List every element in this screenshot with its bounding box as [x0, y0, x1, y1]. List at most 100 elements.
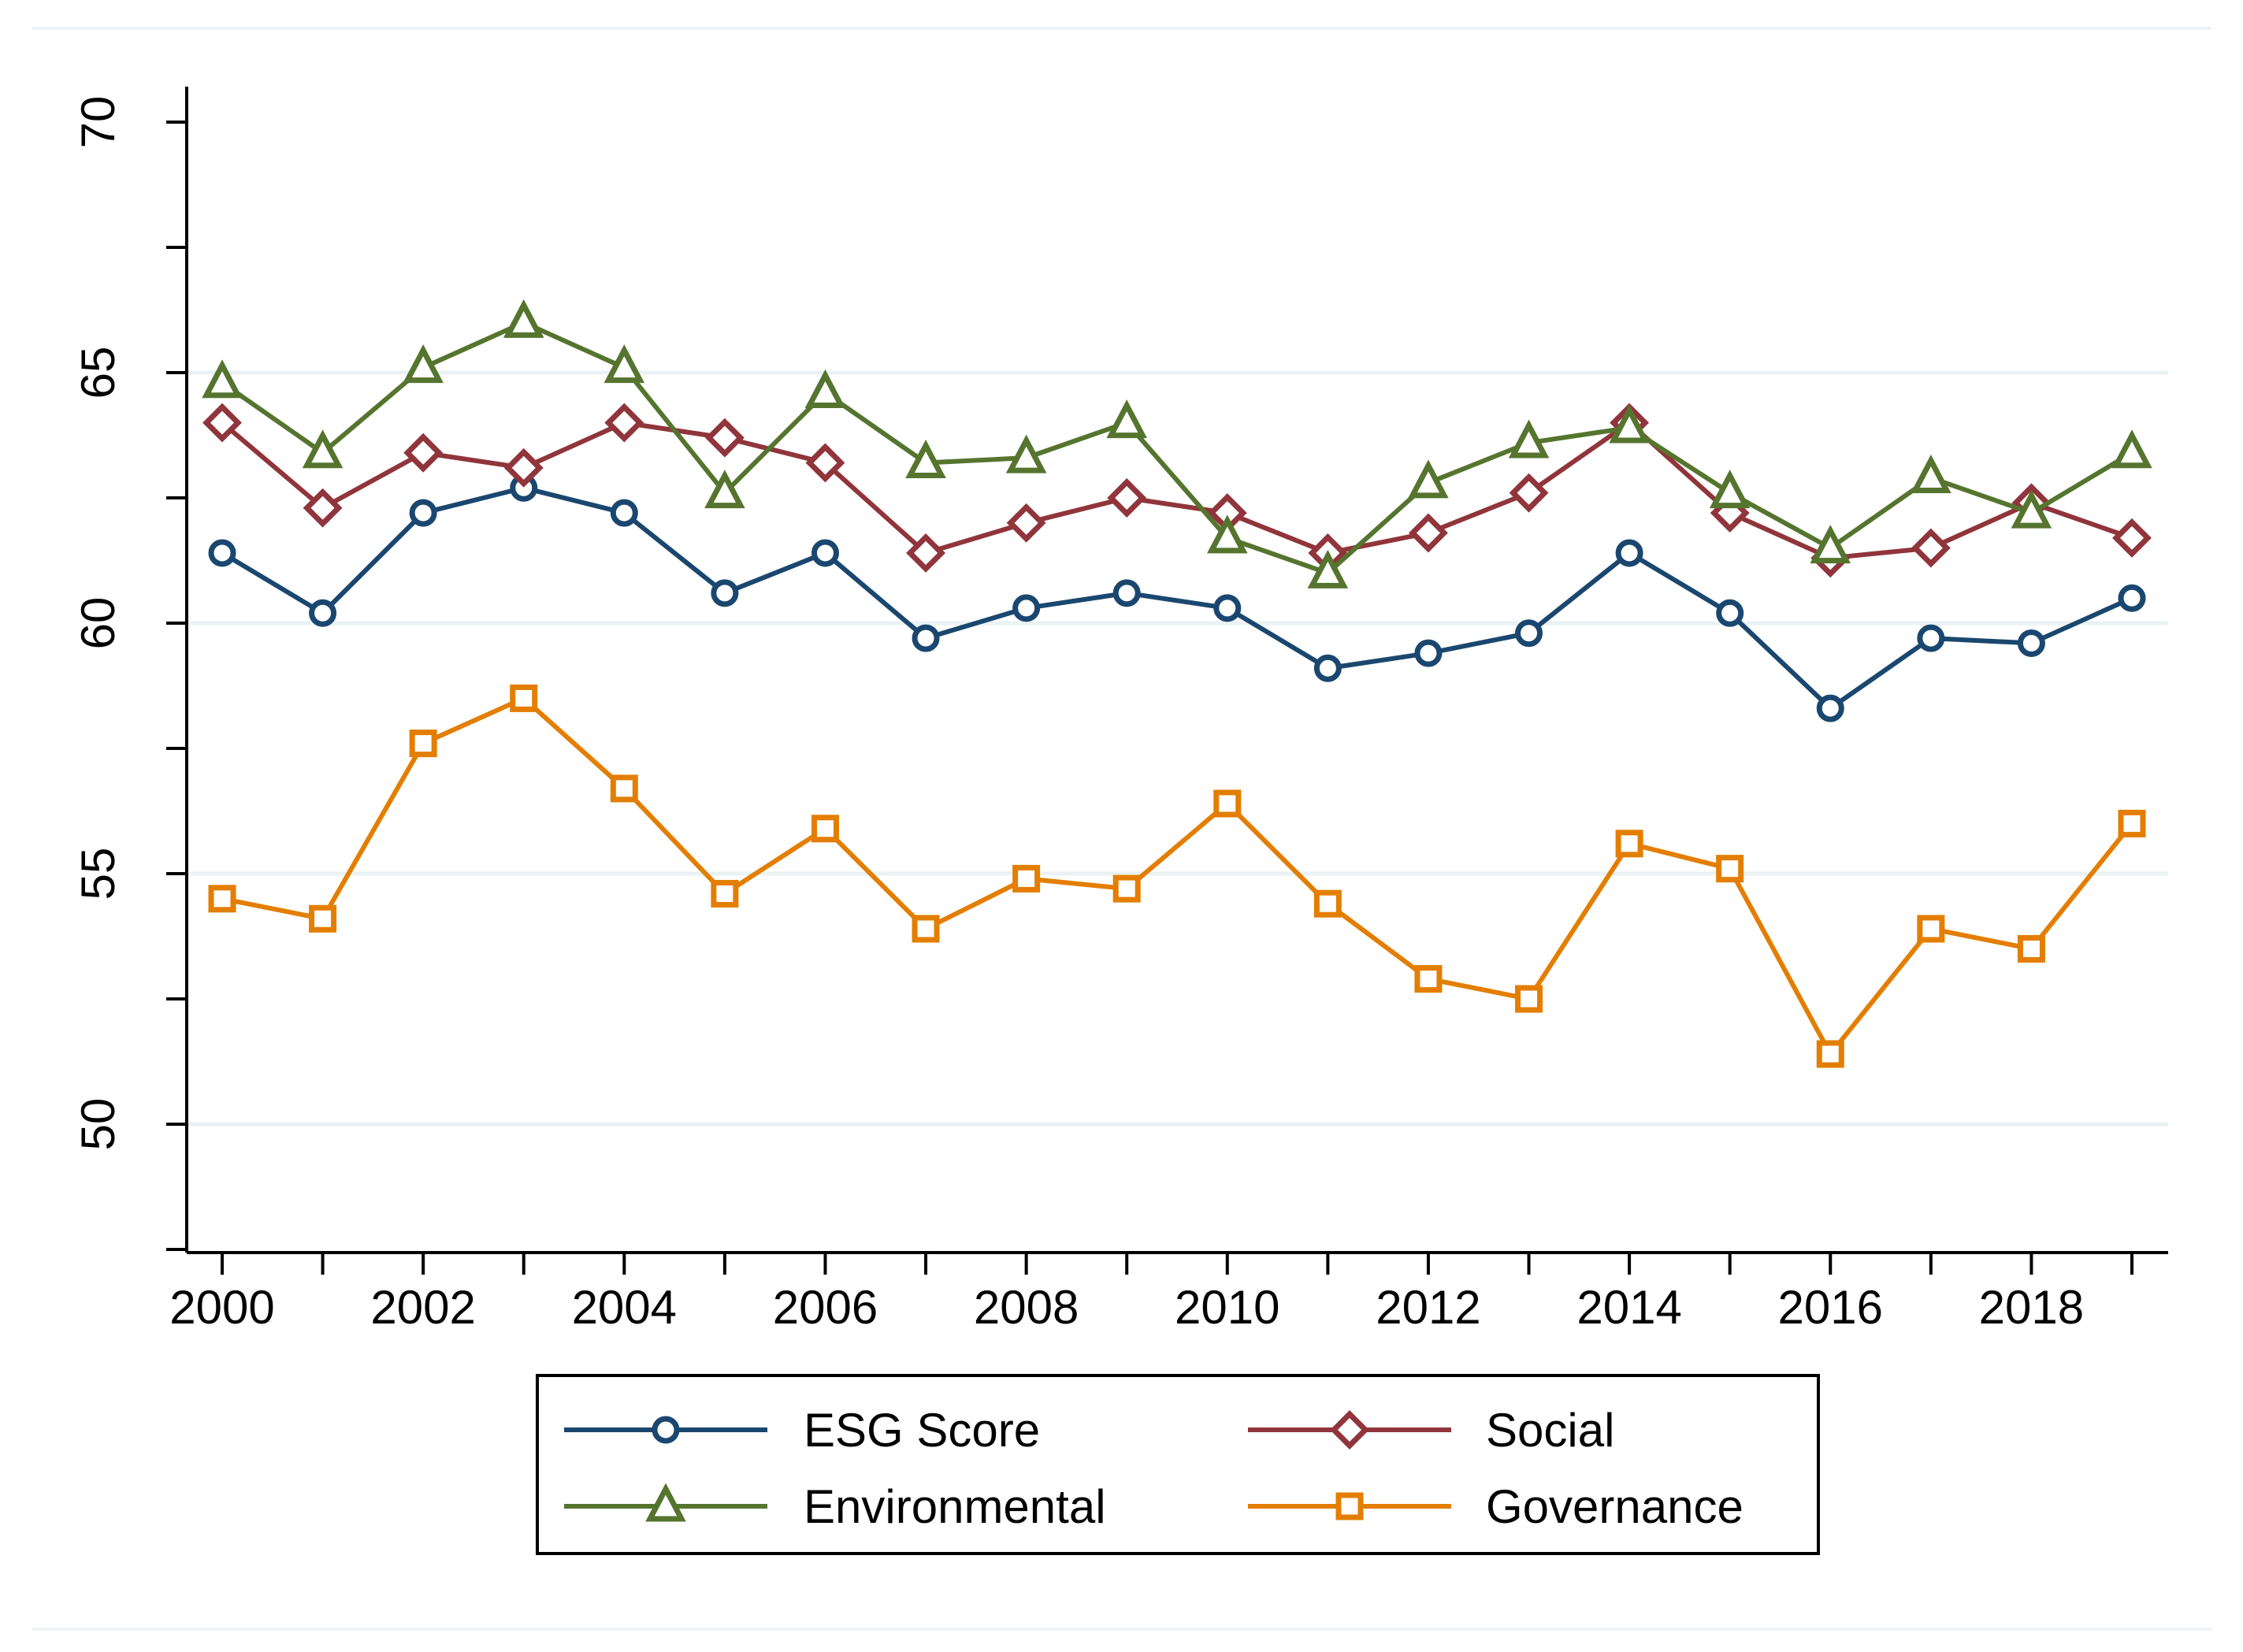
series-line-esg-score — [221, 485, 2133, 711]
legend-item-social: Social — [1248, 1404, 1614, 1457]
data-point-esg-score-2001 — [309, 599, 337, 627]
data-point-environmental-2003 — [503, 299, 544, 338]
data-point-environmental-2011 — [1307, 549, 1349, 588]
data-point-environmental-2019 — [2111, 429, 2152, 469]
data-point-social-2000 — [202, 403, 242, 443]
data-point-social-2009 — [1107, 478, 1147, 518]
legend-marker-environmental — [645, 1483, 686, 1522]
data-point-environmental-2014 — [1609, 404, 1650, 444]
y-tick-label-50: 50 — [72, 1098, 124, 1151]
legend-label-esg-score: ESG Score — [804, 1404, 1040, 1457]
legend-marker-social — [1330, 1410, 1369, 1450]
data-point-environmental-2012 — [1408, 459, 1449, 499]
data-point-esg-score-2000 — [208, 539, 236, 567]
data-point-environmental-2009 — [1106, 399, 1148, 439]
data-point-governance-2001 — [309, 904, 337, 933]
legend-item-governance: Governance — [1248, 1480, 1744, 1533]
data-point-social-2004 — [604, 403, 644, 443]
legend-item-esg-score: ESG Score — [564, 1404, 1040, 1457]
data-point-environmental-2005 — [704, 470, 745, 509]
data-point-governance-2003 — [510, 684, 538, 712]
data-point-esg-score-2014 — [1615, 539, 1643, 567]
data-point-environmental-2017 — [1911, 455, 1951, 494]
data-point-esg-score-2017 — [1917, 624, 1945, 652]
data-point-esg-score-2016 — [1816, 694, 1844, 722]
data-point-environmental-2016 — [1810, 525, 1851, 564]
data-point-social-2007 — [906, 533, 946, 573]
data-point-social-2008 — [1006, 503, 1046, 543]
series-esg-score — [208, 473, 2146, 722]
x-tick-label-2018: 2018 — [1979, 1281, 2084, 1334]
series-layer — [202, 299, 2152, 1068]
legend-marker-governance — [1335, 1492, 1364, 1520]
data-point-esg-score-2010 — [1213, 594, 1242, 622]
data-point-esg-score-2013 — [1515, 619, 1543, 648]
data-point-governance-2017 — [1917, 915, 1945, 943]
data-point-environmental-2013 — [1508, 419, 1550, 458]
data-point-governance-2010 — [1213, 789, 1242, 818]
data-point-esg-score-2005 — [711, 579, 739, 607]
y-tick-label-55: 55 — [72, 848, 124, 900]
data-point-governance-2012 — [1414, 965, 1443, 993]
data-point-social-2006 — [805, 443, 845, 483]
axes: 50 55 60 65 70 2000 2002 2004 2006 2008 2010 2012 20… — [72, 87, 2168, 1334]
y-tick-label-60: 60 — [72, 597, 124, 650]
data-point-environmental-2015 — [1709, 470, 1751, 509]
data-point-esg-score-2012 — [1414, 639, 1443, 667]
gridlines — [187, 370, 2168, 1127]
data-point-governance-2015 — [1716, 855, 1744, 883]
y-tick-label-65: 65 — [72, 347, 124, 399]
data-point-governance-2011 — [1313, 889, 1342, 918]
data-point-governance-2019 — [2118, 809, 2146, 837]
data-point-esg-score-2011 — [1313, 654, 1342, 682]
data-point-environmental-2001 — [302, 429, 344, 469]
data-point-environmental-2010 — [1206, 514, 1248, 554]
data-point-esg-score-2019 — [2118, 584, 2146, 612]
x-tick-label-2010: 2010 — [1175, 1281, 1279, 1334]
legend-label-environmental: Environmental — [804, 1480, 1106, 1533]
legend-marker-esg-score — [652, 1416, 680, 1444]
data-point-social-2012 — [1408, 513, 1448, 553]
data-point-esg-score-2018 — [2017, 629, 2045, 657]
data-point-esg-score-2002 — [409, 499, 437, 527]
data-point-esg-score-2015 — [1716, 599, 1744, 627]
series-line-governance — [221, 696, 2134, 1056]
data-point-governance-2007 — [912, 915, 940, 943]
x-tick-label-2014: 2014 — [1576, 1281, 1681, 1334]
data-point-social-2001 — [303, 488, 343, 528]
series-governance — [208, 684, 2146, 1068]
data-point-governance-2000 — [208, 885, 236, 913]
data-point-esg-score-2009 — [1112, 579, 1141, 607]
data-point-governance-2016 — [1816, 1040, 1844, 1068]
data-point-governance-2013 — [1515, 985, 1543, 1013]
data-point-esg-score-2006 — [811, 539, 839, 567]
data-point-environmental-2000 — [202, 359, 243, 399]
data-point-environmental-2002 — [403, 344, 444, 384]
data-point-governance-2014 — [1615, 830, 1643, 858]
data-point-governance-2008 — [1012, 864, 1041, 893]
series-environmental — [202, 299, 2152, 588]
data-point-governance-2009 — [1112, 874, 1141, 903]
data-point-social-2002 — [403, 432, 444, 473]
x-tick-label-2012: 2012 — [1376, 1281, 1480, 1334]
legend: ESG Score Social Environmental Governance — [536, 1374, 1820, 1555]
data-point-environmental-2008 — [1005, 434, 1047, 473]
x-tick-label-2002: 2002 — [370, 1281, 475, 1334]
x-tick-label-2006: 2006 — [773, 1281, 878, 1334]
legend-label-governance: Governance — [1486, 1480, 1744, 1533]
series-line-social — [221, 420, 2133, 561]
data-point-social-2017 — [1911, 528, 1951, 568]
x-tick-label-2004: 2004 — [572, 1281, 677, 1334]
data-point-environmental-2006 — [804, 369, 846, 408]
data-point-environmental-2004 — [603, 344, 645, 384]
x-tick-label-2008: 2008 — [974, 1281, 1079, 1334]
data-point-governance-2004 — [610, 774, 638, 803]
data-point-social-2019 — [2112, 518, 2152, 558]
data-point-social-2005 — [704, 418, 745, 458]
x-tick-label-2016: 2016 — [1778, 1281, 1883, 1334]
data-point-esg-score-2008 — [1012, 594, 1041, 622]
data-point-esg-score-2004 — [610, 499, 638, 527]
data-point-social-2003 — [503, 447, 544, 488]
legend-label-social: Social — [1486, 1404, 1614, 1457]
